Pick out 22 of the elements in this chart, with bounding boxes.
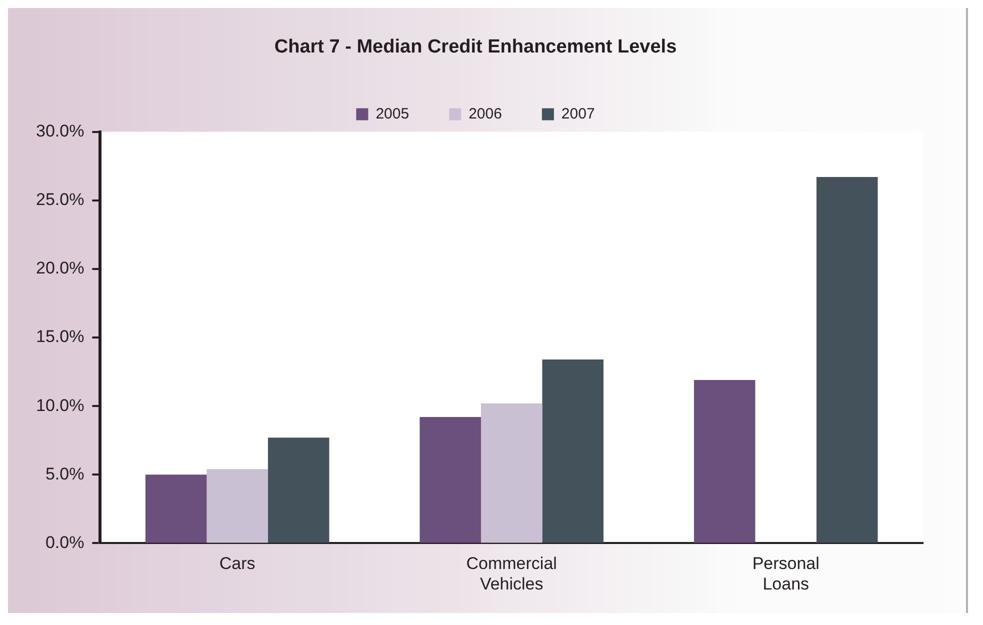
legend-label: 2007 — [561, 105, 595, 122]
x-tick-label: Commercial Vehicles — [466, 554, 557, 594]
y-tick-label: 20.0% — [36, 258, 84, 278]
y-tick-label: 0.0% — [45, 532, 84, 552]
bar — [542, 359, 604, 543]
y-tick-label: 30.0% — [36, 121, 84, 140]
x-tick-label: Cars — [219, 554, 256, 574]
bar — [268, 438, 330, 543]
bar — [145, 474, 207, 543]
legend-label: 2006 — [468, 105, 502, 122]
y-tick-label: 25.0% — [36, 190, 84, 210]
y-tick-label: 15.0% — [36, 327, 84, 346]
y-tick-label: 5.0% — [45, 464, 84, 484]
bar — [206, 469, 268, 543]
bar — [816, 177, 878, 543]
bar — [480, 403, 542, 543]
y-tick-label: 10.0% — [36, 396, 84, 415]
bar — [694, 380, 756, 543]
chart-title: Chart 7 - Median Credit Enhancement Levels — [274, 36, 677, 58]
bar — [420, 417, 481, 543]
legend-label: 2005 — [376, 105, 410, 122]
x-tick-label: Personal Loans — [752, 554, 820, 594]
